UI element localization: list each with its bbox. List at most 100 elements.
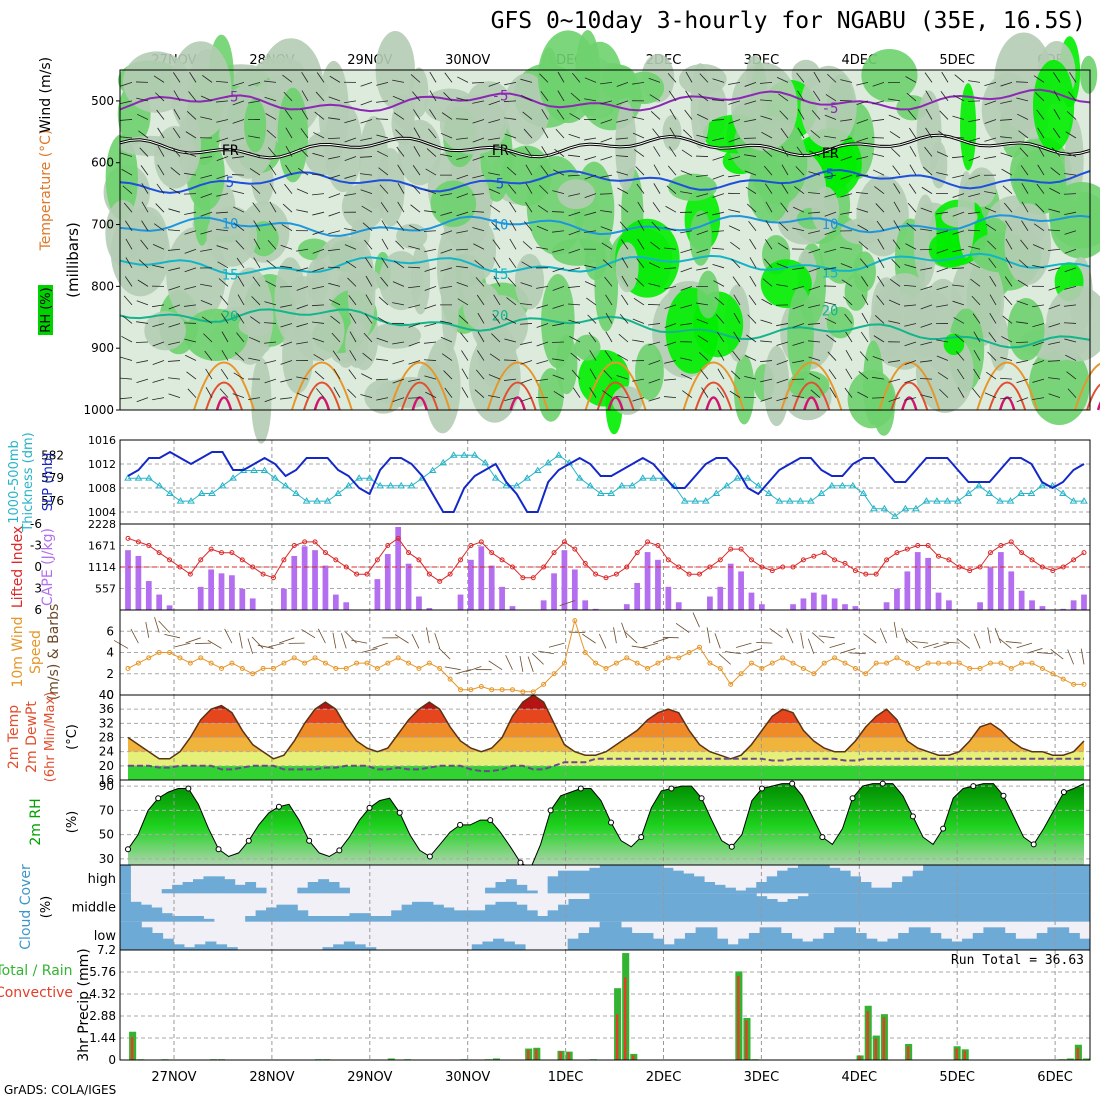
cloud-bar bbox=[471, 944, 483, 950]
wind-barb bbox=[621, 257, 629, 269]
thickness-point bbox=[533, 466, 542, 474]
cloud-bar bbox=[610, 921, 622, 950]
thickness-point bbox=[481, 458, 490, 466]
cloud-bar bbox=[954, 893, 966, 922]
precip-label: Total / Rain bbox=[0, 963, 73, 979]
rh-shading bbox=[1032, 59, 1075, 152]
cloud-bar bbox=[693, 876, 705, 894]
wind-barb bbox=[685, 71, 693, 83]
wind10m-point bbox=[229, 660, 235, 666]
cape-bar bbox=[239, 588, 246, 610]
wind-barb bbox=[552, 374, 565, 380]
wind-barb bbox=[488, 188, 501, 195]
pressure-tick-label: 900 bbox=[91, 341, 114, 355]
wind10m-barb bbox=[1067, 649, 1074, 665]
wind-barb bbox=[219, 388, 229, 398]
cloud-bar bbox=[663, 944, 675, 950]
wind-barb bbox=[505, 317, 517, 324]
wind10m-point bbox=[946, 660, 952, 666]
rh-shading bbox=[787, 287, 814, 386]
bottom-date-label: 5DEC bbox=[939, 1070, 975, 1085]
wind-barb bbox=[152, 243, 165, 250]
cloud-bar bbox=[866, 938, 878, 950]
wind10m-point bbox=[780, 655, 786, 661]
isotherm-35 bbox=[705, 396, 722, 411]
wind-barb bbox=[504, 117, 517, 120]
wind-barb bbox=[841, 279, 853, 287]
lifted-index-point bbox=[354, 571, 360, 577]
wind-barb bbox=[728, 81, 741, 85]
wind10m-barb bbox=[301, 629, 316, 639]
wind10m-point bbox=[406, 660, 412, 666]
thickness-point bbox=[943, 497, 952, 504]
wind-barb bbox=[408, 245, 421, 250]
wind-barb bbox=[552, 358, 565, 361]
wind-barb bbox=[764, 239, 773, 250]
cloud-bar bbox=[748, 933, 761, 950]
cloud-label: (%) bbox=[39, 896, 54, 919]
cloud-bar bbox=[652, 938, 665, 950]
precip-conv-bar bbox=[130, 1037, 134, 1060]
li-tick: -3 bbox=[30, 539, 42, 553]
wind-barb bbox=[552, 267, 565, 273]
wind-barb bbox=[553, 169, 565, 176]
wind-barb bbox=[266, 129, 277, 139]
wind-barb bbox=[440, 153, 453, 157]
lifted-index-point bbox=[364, 571, 370, 577]
wind-barb bbox=[616, 395, 629, 399]
wind10m-barb bbox=[394, 634, 409, 644]
wind-barb bbox=[952, 284, 965, 287]
thickness-point bbox=[145, 474, 153, 481]
wind-barb bbox=[232, 190, 245, 195]
cape-bar bbox=[946, 600, 952, 610]
wind-barb bbox=[669, 146, 677, 157]
wind-barb bbox=[940, 90, 949, 102]
wind10m-barb bbox=[145, 622, 150, 638]
wind-barb bbox=[653, 164, 661, 176]
lifted-index-point bbox=[686, 571, 692, 577]
temp-label: (°C) bbox=[65, 724, 80, 750]
wind-barb bbox=[697, 113, 709, 120]
wind10m-point bbox=[489, 687, 495, 693]
wind-barb bbox=[360, 81, 373, 87]
wind-barb bbox=[1048, 304, 1061, 310]
wind-barb bbox=[648, 283, 661, 287]
cloud-bar bbox=[1079, 893, 1091, 922]
cloud-bar bbox=[328, 882, 340, 894]
wind10m-point bbox=[146, 655, 152, 661]
wind-barb bbox=[296, 376, 309, 380]
wind-barb bbox=[941, 71, 949, 83]
wind-barb bbox=[587, 314, 597, 324]
wind10m-barb bbox=[548, 642, 565, 648]
wind-barb bbox=[456, 156, 469, 160]
precip-tick: 5.76 bbox=[89, 965, 116, 979]
cloud-bar bbox=[365, 947, 377, 950]
wind-barb bbox=[666, 185, 677, 194]
thickness-tick: 579 bbox=[41, 471, 64, 485]
wind-barb bbox=[311, 304, 325, 307]
wind-barb bbox=[840, 79, 853, 83]
wind-barb bbox=[362, 222, 373, 232]
rh-shading bbox=[555, 334, 578, 395]
precip-conv-bar bbox=[526, 1050, 530, 1060]
wind10m-point bbox=[260, 665, 266, 671]
wind-barb bbox=[156, 183, 165, 194]
wind10m-point bbox=[717, 665, 723, 671]
wind-barb bbox=[461, 368, 469, 380]
lifted-index-point bbox=[167, 557, 173, 563]
wind10m-point bbox=[281, 660, 287, 666]
wind10m-point bbox=[416, 665, 422, 671]
wind-barb bbox=[327, 266, 341, 269]
cloud-bar bbox=[182, 916, 194, 922]
wind-barb bbox=[525, 183, 533, 194]
wind-barb bbox=[696, 318, 709, 324]
wind-barb bbox=[344, 228, 357, 232]
wind10m-point bbox=[665, 655, 671, 661]
wind-barb bbox=[200, 95, 213, 102]
wind-barb bbox=[120, 356, 133, 361]
wind-barb bbox=[904, 378, 917, 384]
wind-barb bbox=[153, 75, 165, 83]
wind-barb bbox=[828, 369, 837, 380]
temp-band bbox=[128, 695, 1084, 710]
wind-barb bbox=[312, 211, 325, 216]
